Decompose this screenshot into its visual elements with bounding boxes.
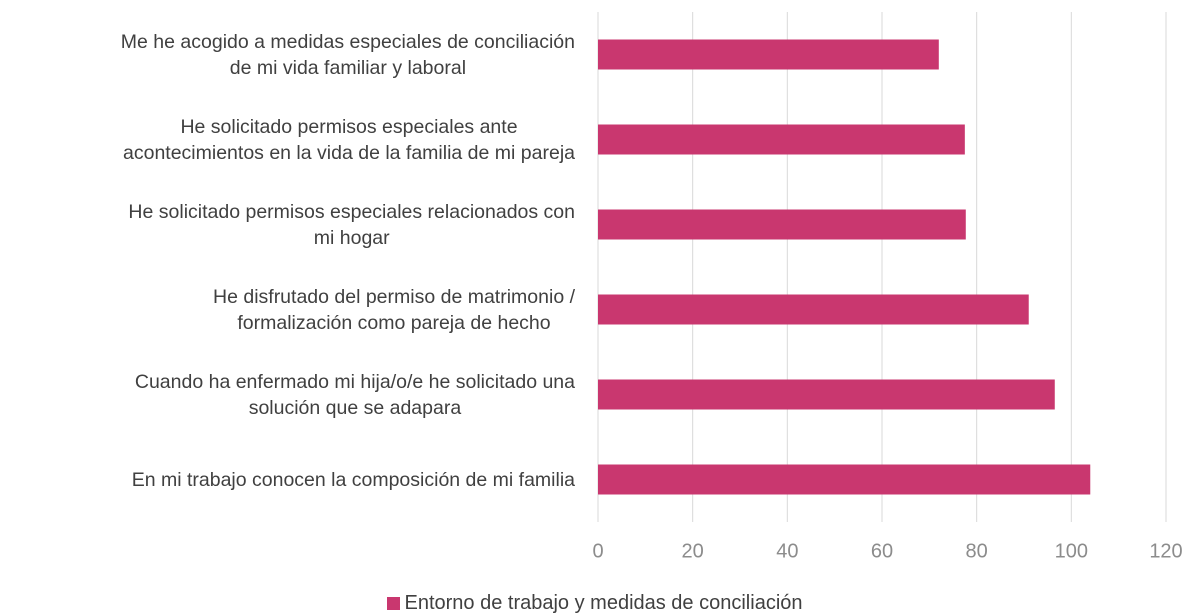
y-tick-label: Cuando ha enfermado mi hija/o/e he solic…: [134, 370, 575, 419]
bar: [598, 39, 939, 70]
x-tick-label: 20: [682, 540, 704, 562]
y-tick-label: He disfrutado del permiso de matrimonio …: [213, 285, 575, 334]
x-tick-label: 60: [871, 540, 893, 562]
x-tick-label: 0: [592, 540, 603, 562]
y-tick-label: Me he acogido a medidas especiales de co…: [120, 30, 575, 79]
x-tick-label: 100: [1055, 540, 1088, 562]
legend: Entorno de trabajo y medidas de concilia…: [0, 592, 1190, 615]
legend-label: Entorno de trabajo y medidas de concilia…: [404, 592, 803, 614]
bar: [598, 294, 1029, 325]
bar: [598, 464, 1091, 495]
x-tick-label: 120: [1149, 540, 1182, 562]
bar: [598, 124, 965, 155]
x-tick-label: 80: [966, 540, 988, 562]
y-tick-label: En mi trabajo conocen la composición de …: [131, 468, 575, 491]
legend-swatch: [387, 597, 401, 610]
x-tick-label: 40: [776, 540, 798, 562]
bar: [598, 379, 1055, 410]
y-tick-label: He solicitado permisos especiales ante a…: [123, 115, 575, 164]
y-tick-label: He solicitado permisos especiales relaci…: [128, 200, 575, 249]
bar: [598, 209, 966, 240]
